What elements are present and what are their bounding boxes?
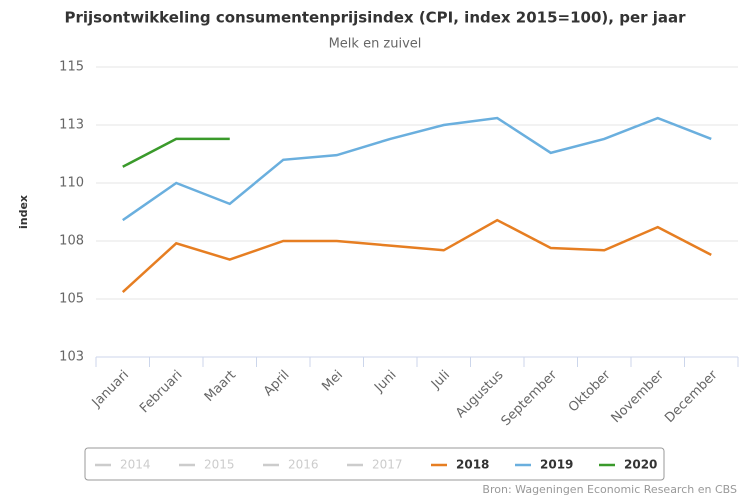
legend-label[interactable]: 2020 [624,458,657,472]
y-tick-label: 113 [59,118,84,133]
y-tick-label: 108 [59,234,84,249]
legend-label[interactable]: 2019 [540,458,573,472]
legend-label[interactable]: 2018 [456,458,489,472]
series-line [121,218,712,293]
series-line [122,116,712,222]
x-tick-label: Februari [137,368,185,416]
x-tick-label: April [261,368,293,400]
x-tick-label: Juni [371,368,399,396]
x-tick-label: Oktober [566,367,614,415]
y-axis-label: index [17,195,30,229]
y-tick-label: 115 [59,60,84,75]
x-tick-label: September [499,367,561,429]
x-tick-label: Maart [202,368,239,405]
y-tick-label: 110 [59,176,84,191]
legend-box [84,447,665,481]
y-tick-label: 105 [59,292,84,307]
x-tick-label: Juli [428,368,453,393]
legend-label[interactable]: 2017 [372,458,403,472]
x-tick-label: December [662,367,721,426]
legend-label[interactable]: 2016 [288,458,319,472]
legend-label[interactable]: 2015 [204,458,235,472]
x-tick-label: Januari [89,368,132,411]
x-tick-label: Augustus [453,368,507,422]
source: Bron: Wageningen Economic Research en CB… [482,483,737,496]
x-tick-label: November [609,367,668,426]
y-tick-label: 103 [59,350,84,365]
series-line [122,137,230,168]
x-tick-label: Mei [319,368,346,395]
legend-label[interactable]: 2014 [120,458,151,472]
chart-title: Prijsontwikkeling consumentenprijsindex … [64,9,686,27]
chart-subtitle: Melk en zuivel [329,37,422,52]
